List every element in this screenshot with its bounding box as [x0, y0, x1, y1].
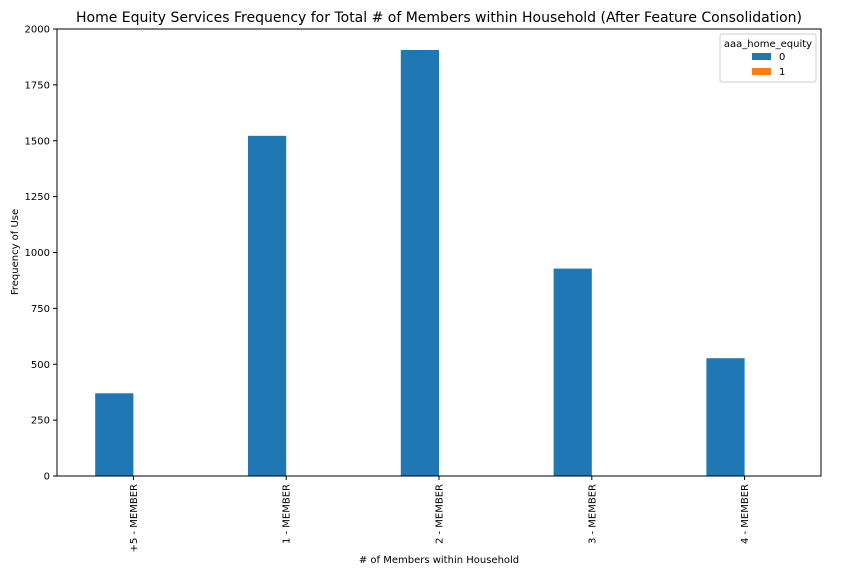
y-tick-label: 2000 [25, 25, 50, 36]
bar-series-0-0 [95, 393, 134, 476]
y-tick-label: 1500 [25, 136, 50, 147]
y-axis-label: Frequency of Use [10, 209, 21, 295]
x-tick-label: 1 - MEMBER [282, 484, 293, 544]
y-tick-label: 1000 [25, 248, 50, 259]
x-axis: +5 - MEMBER 1 - MEMBER 2 - MEMBER 3 - MEMBE… [129, 476, 751, 552]
y-tick-label: 500 [31, 360, 50, 371]
plot-area [56, 28, 822, 477]
y-tick-label: 750 [31, 304, 50, 315]
y-axis: 0 250 500 750 1000 1250 1500 1750 2000 [25, 25, 57, 483]
bar-series-0-2 [400, 50, 439, 476]
legend-swatch-0 [752, 53, 771, 60]
bar-series-0-4 [706, 358, 745, 476]
y-tick-label: 250 [31, 416, 50, 427]
legend: aaa_home_equity 0 1 [719, 33, 817, 83]
x-axis-label: # of Members within Household [359, 555, 519, 566]
x-tick-label: 2 - MEMBER [435, 484, 446, 544]
y-tick-label: 1250 [25, 192, 50, 203]
x-tick-label: 3 - MEMBER [587, 484, 598, 544]
y-tick-label: 1750 [25, 80, 50, 91]
bar-series-0-1 [248, 135, 287, 476]
chart-title: Home Equity Services Frequency for Total… [76, 10, 802, 26]
x-tick-label: 4 - MEMBER [740, 484, 751, 544]
legend-label-0: 0 [779, 52, 785, 63]
y-tick-label: 0 [44, 472, 50, 483]
legend-swatch-1 [752, 68, 771, 75]
bar-series-0-3 [553, 268, 592, 476]
legend-title: aaa_home_equity [724, 39, 812, 50]
legend-label-1: 1 [779, 67, 785, 78]
x-tick-label: +5 - MEMBER [129, 484, 140, 552]
